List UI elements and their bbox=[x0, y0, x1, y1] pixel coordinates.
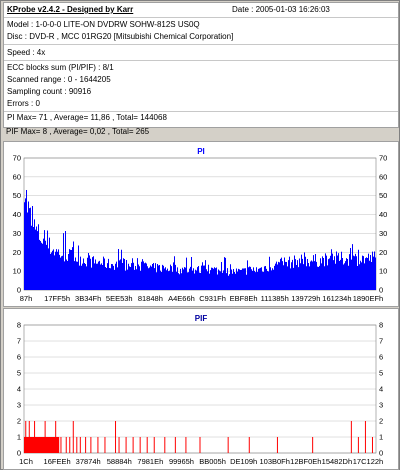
y-tick-label-left: 1 bbox=[17, 433, 21, 442]
x-tick-label: DE109h bbox=[230, 457, 257, 466]
y-tick-label-right: 5 bbox=[379, 369, 383, 378]
x-tick-label: 17FF5h bbox=[44, 294, 70, 303]
pi-stats-line: PI Max= 71 , Average= 11,86 , Total= 144… bbox=[7, 113, 167, 122]
y-tick-label-left: 60 bbox=[13, 172, 21, 181]
x-tick-label: 111385h bbox=[261, 294, 289, 303]
ecc-line: ECC blocks sum (PI/PIF) : 8/1 bbox=[7, 63, 114, 72]
x-tick-label: 3B34Fh bbox=[75, 294, 101, 303]
y-tick-label-right: 0 bbox=[379, 286, 383, 295]
x-tick-label: A4E66h bbox=[168, 294, 195, 303]
y-tick-label-left: 20 bbox=[13, 248, 21, 257]
x-tick-label: BB005h bbox=[199, 457, 226, 466]
info-panel: KProbe v2.4.2 - Designed by Karr Date : … bbox=[3, 2, 399, 128]
model-line: Model : 1-0-0-0 LITE-ON DVDRW SOHW-812S … bbox=[7, 20, 200, 29]
y-tick-label-right: 0 bbox=[379, 449, 383, 458]
y-tick-label-left: 0 bbox=[17, 449, 21, 458]
y-tick-label-left: 6 bbox=[17, 353, 21, 362]
x-tick-label: 15482Dh bbox=[322, 457, 352, 466]
pif-stats-line: PIF Max= 8 , Average= 0,02 , Total= 265 bbox=[6, 127, 150, 136]
y-tick-label-right: 1 bbox=[379, 433, 383, 442]
pi-chart-svg: PI 0 0 10 10 20 20 30 30 40 40 50 50 60 60 70 70 87h 17FF5… bbox=[13, 147, 388, 303]
x-tick-label: 12BF0Eh bbox=[290, 457, 321, 466]
pif-chart-svg: PIF 0 0 1 1 2 2 3 3 4 4 5 5 6 6 7 7 8 8 1Ch 16FEEh 37874h 5888… bbox=[17, 314, 383, 466]
y-tick-label-right: 8 bbox=[379, 321, 383, 330]
y-tick-label-right: 6 bbox=[379, 353, 383, 362]
pif-chart: PIF 0 0 1 1 2 2 3 3 4 4 5 5 6 6 7 7 8 8 1Ch 16FEEh 37874h 5888… bbox=[3, 308, 399, 470]
x-tick-label: 99965h bbox=[169, 457, 194, 466]
disc-line: Disc : DVD-R , MCC 01RG20 [Mitsubishi Ch… bbox=[7, 32, 234, 41]
y-tick-label-left: 30 bbox=[13, 229, 21, 238]
y-tick-label-left: 0 bbox=[17, 286, 21, 295]
y-tick-label-left: 8 bbox=[17, 321, 21, 330]
x-tick-label: 37874h bbox=[76, 457, 101, 466]
x-tick-label: 1890EFh bbox=[353, 294, 383, 303]
y-tick-label-right: 7 bbox=[379, 337, 383, 346]
x-tick-label: EBF8Eh bbox=[230, 294, 258, 303]
y-tick-label-right: 20 bbox=[379, 248, 387, 257]
divider bbox=[4, 44, 398, 45]
y-tick-label-right: 30 bbox=[379, 229, 387, 238]
app-title: KProbe v2.4.2 - Designed by Karr bbox=[7, 5, 134, 14]
y-tick-label-left: 2 bbox=[17, 417, 21, 426]
y-tick-label-right: 2 bbox=[379, 417, 383, 426]
chart-title: PI bbox=[197, 147, 205, 156]
speed-line: Speed : 4x bbox=[7, 48, 46, 57]
info-header: KProbe v2.4.2 - Designed by Karr Date : … bbox=[4, 3, 398, 17]
y-tick-label-right: 3 bbox=[379, 401, 383, 410]
header-divider bbox=[4, 17, 398, 18]
y-tick-label-left: 70 bbox=[13, 154, 21, 163]
scan-date: Date : 2005-01-03 16:26:03 bbox=[232, 5, 330, 14]
x-tick-label: 16FEEh bbox=[44, 457, 71, 466]
pi-chart: PI 0 0 10 10 20 20 30 30 40 40 50 50 60 60 70 70 87h 17FF5… bbox=[3, 141, 399, 307]
y-tick-label-right: 50 bbox=[379, 191, 387, 200]
sampling-count-line: Sampling count : 90916 bbox=[7, 87, 92, 96]
y-tick-label-left: 40 bbox=[13, 210, 21, 219]
y-tick-label-left: 50 bbox=[13, 191, 21, 200]
y-tick-label-right: 10 bbox=[379, 267, 387, 276]
scanned-range-line: Scanned range : 0 - 1644205 bbox=[7, 75, 111, 84]
y-tick-label-right: 40 bbox=[379, 210, 387, 219]
x-tick-label: 87h bbox=[20, 294, 33, 303]
y-tick-label-right: 60 bbox=[379, 172, 387, 181]
divider bbox=[4, 111, 398, 112]
divider bbox=[4, 60, 398, 61]
y-tick-label-left: 7 bbox=[17, 337, 21, 346]
x-tick-label: 7981Eh bbox=[137, 457, 163, 466]
y-tick-label-right: 4 bbox=[379, 385, 383, 394]
x-tick-label: C931Fh bbox=[199, 294, 226, 303]
y-tick-label-left: 10 bbox=[13, 267, 21, 276]
x-tick-label: 81848h bbox=[138, 294, 163, 303]
x-tick-label: 161234h bbox=[322, 294, 351, 303]
y-tick-label-left: 5 bbox=[17, 369, 21, 378]
x-tick-label: 17C122h bbox=[353, 457, 383, 466]
x-tick-label: 1Ch bbox=[19, 457, 33, 466]
y-tick-label-right: 70 bbox=[379, 154, 387, 163]
x-tick-label: 139729h bbox=[291, 294, 320, 303]
x-tick-label: 5EE53h bbox=[106, 294, 133, 303]
errors-line: Errors : 0 bbox=[7, 99, 40, 108]
x-tick-label: 58884h bbox=[107, 457, 132, 466]
y-tick-label-left: 3 bbox=[17, 401, 21, 410]
x-tick-label: 103B0Fh bbox=[260, 457, 290, 466]
chart-title: PIF bbox=[195, 314, 208, 323]
y-tick-label-left: 4 bbox=[17, 385, 21, 394]
